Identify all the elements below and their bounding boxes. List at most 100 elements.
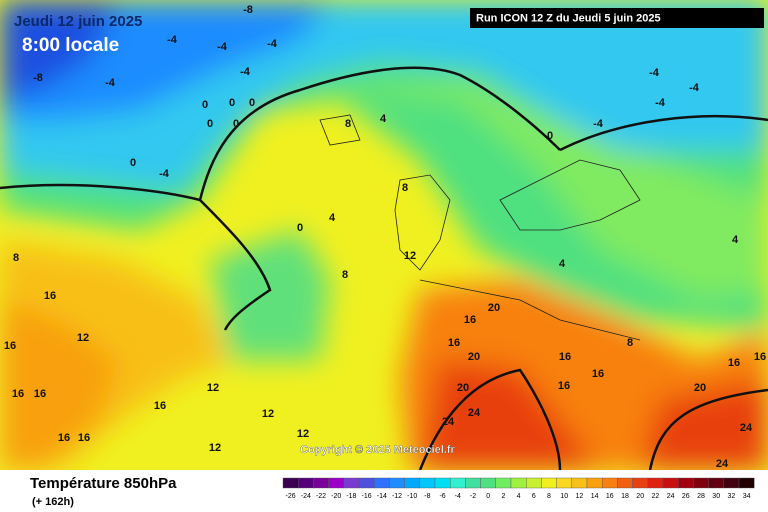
legend-swatch [693, 477, 709, 489]
legend-swatch [526, 477, 542, 489]
legend-label: -4 [455, 493, 461, 500]
legend-label: -6 [439, 493, 445, 500]
contour-label: 0 [207, 118, 213, 130]
contour-label: -4 [167, 34, 178, 46]
legend-label: 24 [667, 493, 675, 500]
contour-label: 24 [468, 407, 481, 419]
contour-label: 8 [13, 252, 19, 264]
contour-label: 12 [207, 382, 219, 394]
legend-swatch [586, 477, 603, 489]
contour-lines [0, 66, 768, 470]
contour-label: 24 [442, 416, 455, 428]
contour-label: 0 [233, 118, 239, 130]
contour-label: 20 [457, 382, 469, 394]
legend-label: 6 [532, 493, 536, 500]
contour-label: 8 [627, 337, 633, 349]
contour-label: 0 [249, 97, 255, 109]
legend-swatch [465, 477, 481, 489]
legend-swatch [374, 477, 390, 489]
contour-label: 20 [468, 351, 480, 363]
legend-label: -24 [301, 493, 311, 500]
product-title: Température 850hPa [30, 475, 177, 492]
legend-swatch [662, 477, 679, 489]
legend-label: 28 [697, 493, 705, 500]
legend-label: 34 [743, 493, 751, 500]
legend-label: 26 [682, 493, 690, 500]
legend-swatch [343, 477, 360, 489]
legend-swatch [632, 477, 648, 489]
legend-label: 14 [591, 493, 599, 500]
contour-label: 0 [547, 130, 553, 142]
legend-swatch [602, 477, 618, 489]
contour-label: 20 [694, 382, 706, 394]
legend-swatch [450, 477, 466, 489]
coastlines [319, 114, 641, 341]
legend-swatch [510, 477, 527, 489]
legend-label: -16 [362, 493, 372, 500]
contour-label: 4 [329, 212, 336, 224]
contour-label: 16 [558, 380, 570, 392]
legend-label: -8 [424, 493, 430, 500]
legend-swatch [328, 477, 345, 489]
legend-label: 0 [486, 493, 490, 500]
contour-label: 4 [732, 234, 739, 246]
legend-label: 20 [636, 493, 644, 500]
legend-label: 8 [547, 493, 551, 500]
legend-swatch [647, 477, 664, 489]
legend-swatch [298, 477, 314, 489]
contour-label: 16 [448, 337, 460, 349]
legend-swatch [358, 477, 375, 489]
contour-label: 16 [754, 351, 766, 363]
legend-swatch [313, 477, 329, 489]
contour-label: 0 [202, 99, 208, 111]
legend-swatch [419, 477, 436, 489]
legend-label: -26 [286, 493, 296, 500]
legend-label: 30 [712, 493, 720, 500]
contour-label: 16 [4, 340, 16, 352]
contour-label: 12 [262, 408, 274, 420]
contour-label: 20 [488, 302, 500, 314]
legend-label: 12 [576, 493, 584, 500]
legend-label: -18 [346, 493, 356, 500]
legend-label: 16 [606, 493, 614, 500]
contour-label: 16 [464, 314, 476, 326]
contour-label: 0 [229, 97, 235, 109]
contour-label: -4 [240, 66, 251, 78]
legend-label: -12 [392, 493, 402, 500]
valid-date: Jeudi 12 juin 2025 [14, 13, 142, 30]
legend-swatch [404, 477, 421, 489]
contour-label: 16 [58, 432, 70, 444]
contour-label: -4 [159, 168, 170, 180]
contour-label: 12 [209, 442, 221, 454]
contour-label: 16 [34, 388, 46, 400]
contour-label: -4 [593, 118, 604, 130]
contour-label: 24 [716, 458, 729, 470]
legend-label: 2 [501, 493, 505, 500]
legend-swatch [723, 477, 740, 489]
legend-label: -20 [331, 493, 341, 500]
legend-swatch [389, 477, 405, 489]
contour-label: 0 [130, 157, 136, 169]
contour-label: 24 [740, 422, 753, 434]
contour-label: 4 [559, 258, 566, 270]
contour-label: -4 [217, 41, 228, 53]
legend-label: -10 [407, 493, 417, 500]
legend-swatch [434, 477, 451, 489]
contour-label: 16 [44, 290, 56, 302]
legend-label: 32 [728, 493, 736, 500]
legend-swatch [480, 477, 497, 489]
legend-swatch [571, 477, 588, 489]
contour-label: 16 [78, 432, 90, 444]
legend-label: 18 [621, 493, 629, 500]
legend-swatch [708, 477, 724, 489]
contour-label: -8 [33, 72, 43, 84]
run-box [470, 8, 764, 28]
lead-time: (+ 162h) [32, 496, 74, 508]
contour-label: 12 [404, 250, 416, 262]
legend-label: -22 [316, 493, 326, 500]
valid-time: 8:00 locale [22, 35, 119, 56]
contour-label: 16 [728, 357, 740, 369]
legend-label: 10 [560, 493, 568, 500]
contour-label: 0 [297, 222, 303, 234]
